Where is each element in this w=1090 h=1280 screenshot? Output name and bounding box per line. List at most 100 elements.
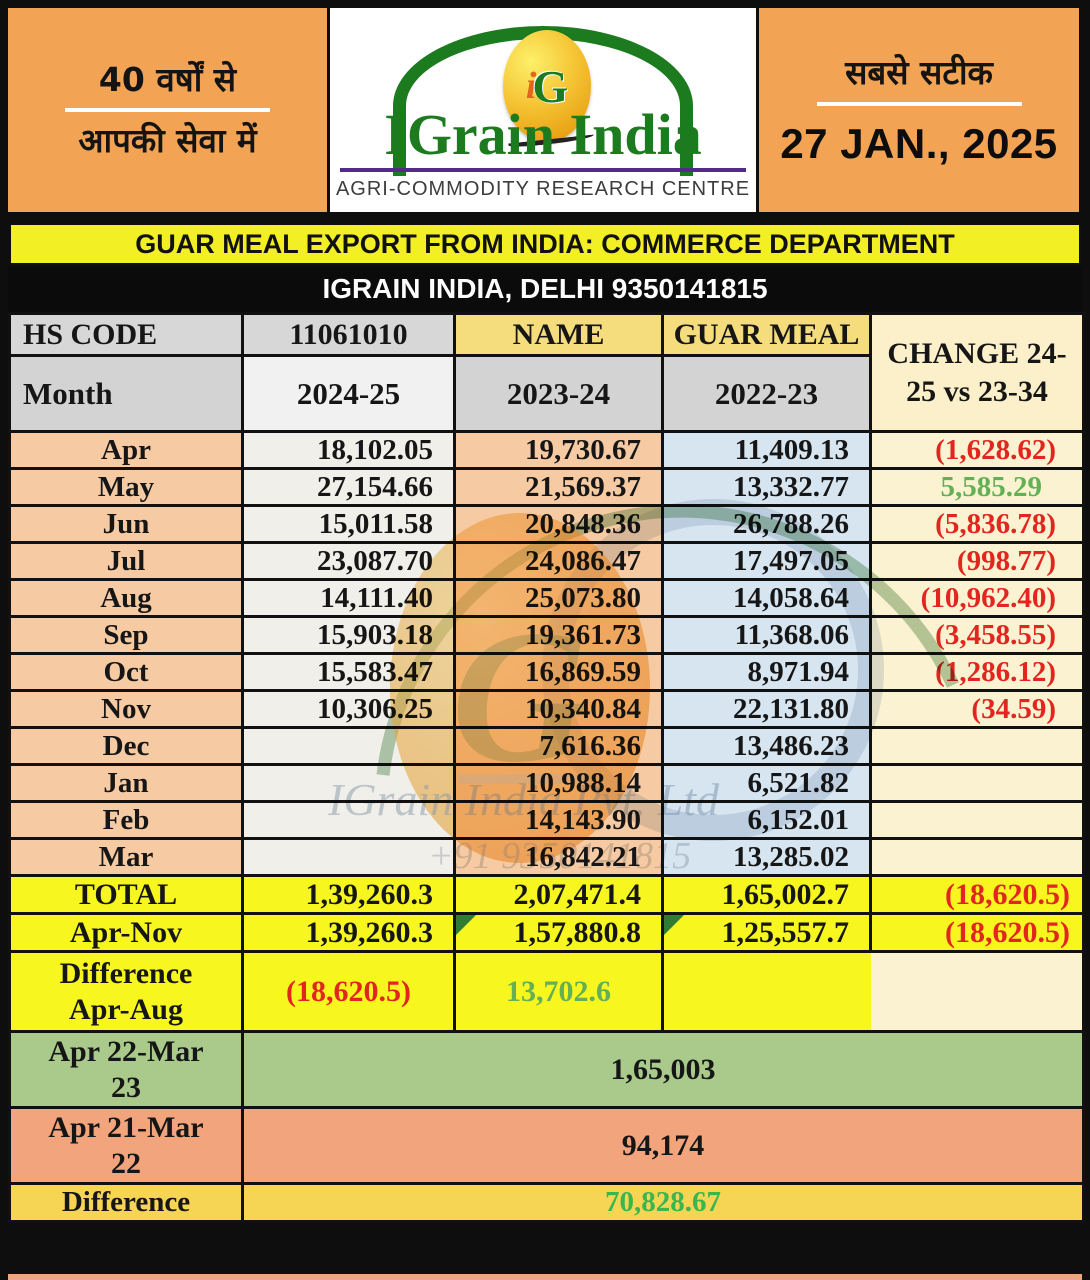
total-label: TOTAL — [8, 874, 244, 915]
logo-monogram-i: i — [525, 65, 537, 107]
month-cell: Mar — [8, 837, 244, 877]
value-2024-25: 15,903.18 — [241, 615, 456, 655]
change-value: (3,458.55) — [869, 615, 1085, 655]
value-2022-23: 13,332.77 — [661, 467, 872, 507]
year-2022-23-header: 2022-23 — [661, 354, 872, 433]
month-cell: Oct — [8, 652, 244, 692]
fy-2021-22-label: Apr 21-Mar 22 — [8, 1106, 244, 1185]
total-2023-24: 2,07,471.4 — [453, 874, 664, 915]
fy-difference-row: Difference 70,828.67 — [8, 1182, 1085, 1223]
difference-empty-cream-cell — [870, 950, 1085, 1033]
fy-2022-23-total-row: Apr 22-Mar 23 1,65,003 — [8, 1030, 1085, 1109]
change-value: (1,628.62) — [869, 430, 1085, 470]
fy-difference-label: Difference — [8, 1182, 244, 1223]
total-change: (18,620.5) — [869, 912, 1085, 953]
value-2022-23: 13,486.23 — [661, 726, 872, 766]
month-cell: Sep — [8, 615, 244, 655]
value-2024-25: 18,102.05 — [241, 430, 456, 470]
value-2022-23: 26,788.26 — [661, 504, 872, 544]
month-row: Mar 16,842.21 13,285.02 — [8, 837, 1085, 877]
change-value: 5,585.29 — [869, 467, 1085, 507]
value-2023-24: 10,988.14 — [453, 763, 664, 803]
difference-apr-aug-row: Difference Apr-Aug (18,620.5) 13,702.6 — [8, 950, 1085, 1033]
value-2024-25: 15,583.47 — [241, 652, 456, 692]
value-2022-23: 11,409.13 — [661, 430, 872, 470]
value-2022-23: 8,971.94 — [661, 652, 872, 692]
change-value: (1,286.12) — [869, 652, 1085, 692]
value-2023-24: 19,730.67 — [453, 430, 664, 470]
month-column-header: Month — [8, 354, 244, 433]
month-row: Sep 15,903.18 19,361.73 11,368.06 (3,458.55) — [8, 615, 1085, 655]
month-cell: Nov — [8, 689, 244, 729]
month-row: Nov 10,306.25 10,340.84 22,131.80 (34.59) — [8, 689, 1085, 729]
report-date: 27 JAN., 2025 — [780, 119, 1058, 167]
total-2023-24: 1,57,880.8 — [453, 912, 664, 953]
value-2023-24: 24,086.47 — [453, 541, 664, 581]
value-2023-24: 16,842.21 — [453, 837, 664, 877]
total-row: TOTAL 1,39,260.3 2,07,471.4 1,65,002.7 (18,6… — [8, 874, 1085, 915]
tagline-divider — [65, 108, 270, 112]
change-value: (10,962.40) — [869, 578, 1085, 618]
fy-2021-22-value: 94,174 — [241, 1106, 1085, 1185]
change-value — [869, 726, 1085, 766]
month-cell: Feb — [8, 800, 244, 840]
total-2024-25: 1,39,260.3 — [241, 912, 456, 953]
report-title: GUAR MEAL EXPORT FROM INDIA: COMMERCE DE… — [8, 222, 1082, 266]
value-2024-25: 10,306.25 — [241, 689, 456, 729]
name-label: NAME — [453, 312, 664, 357]
month-row: Aug 14,111.40 25,073.80 14,058.64 (10,962.40… — [8, 578, 1085, 618]
month-row: May 27,154.66 21,569.37 13,332.77 5,585.29 — [8, 467, 1085, 507]
tagline-line1: 40 वर्षों से — [98, 59, 237, 99]
name-value: GUAR MEAL — [661, 312, 872, 357]
total-change: (18,620.5) — [869, 874, 1085, 915]
month-cell: Aug — [8, 578, 244, 618]
change-value — [869, 800, 1085, 840]
table-header-row-1: HS CODE 11061010 NAME GUAR MEAL CHANGE 2… — [8, 312, 1085, 433]
month-row: Apr 18,102.05 19,730.67 11,409.13 (1,628.62) — [8, 430, 1085, 470]
value-2023-24: 16,869.59 — [453, 652, 664, 692]
change-value: (998.77) — [869, 541, 1085, 581]
hs-code-label: HS CODE — [8, 312, 244, 357]
total-row: Apr-Nov 1,39,260.3 1,57,880.8 1,25,557.7 (18… — [8, 912, 1085, 953]
difference-empty-cell — [661, 950, 871, 1033]
export-table: HS CODE 11061010 NAME GUAR MEAL CHANGE 2… — [8, 312, 1085, 1223]
value-2024-25 — [241, 800, 456, 840]
fy-2022-23-label: Apr 22-Mar 23 — [8, 1030, 244, 1109]
header-banner: 40 वर्षों से आपकी सेवा में i G IGrain In… — [8, 8, 1082, 212]
fy-2021-22-total-row: Apr 21-Mar 22 94,174 — [8, 1106, 1085, 1185]
value-2022-23: 14,058.64 — [661, 578, 872, 618]
difference-2324-value: 13,702.6 — [453, 950, 664, 1033]
month-cell: Jan — [8, 763, 244, 803]
tagline-line2: आपकी सेवा में — [78, 121, 257, 160]
month-row: Oct 15,583.47 16,869.59 8,971.94 (1,286.12) — [8, 652, 1085, 692]
total-label: Apr-Nov — [8, 912, 244, 953]
value-2024-25: 23,087.70 — [241, 541, 456, 581]
month-cell: May — [8, 467, 244, 507]
fy-2022-23-value: 1,65,003 — [241, 1030, 1085, 1109]
change-value: (34.59) — [869, 689, 1085, 729]
date-divider — [816, 101, 1022, 106]
difference-apr-aug-label: Difference Apr-Aug — [8, 950, 244, 1033]
hs-code-value: 11061010 — [241, 312, 456, 357]
value-2022-23: 11,368.06 — [661, 615, 872, 655]
change-column-header: CHANGE 24-25 vs 23-34 — [869, 312, 1085, 433]
brand-logo: i G IGrain India AGRI-COMMODITY RESEARCH… — [330, 8, 756, 212]
value-2023-24: 10,340.84 — [453, 689, 664, 729]
month-row: Jan 10,988.14 6,521.82 — [8, 763, 1085, 803]
value-2022-23: 22,131.80 — [661, 689, 872, 729]
value-2022-23: 6,521.82 — [661, 763, 872, 803]
brand-name: IGrain India — [384, 102, 702, 167]
contact-banner: IGRAIN INDIA, DELHI 9350141815 — [8, 266, 1082, 312]
total-2024-25: 1,39,260.3 — [241, 874, 456, 915]
year-2024-25-header: 2024-25 — [241, 354, 456, 433]
value-2023-24: 19,361.73 — [453, 615, 664, 655]
table-header-row-2: Month 2024-25 2023-24 2022-23 — [8, 354, 1084, 433]
year-2023-24-header: 2023-24 — [453, 354, 664, 433]
month-row: Feb 14,143.90 6,152.01 — [8, 800, 1085, 840]
value-2023-24: 21,569.37 — [453, 467, 664, 507]
brand-caption: AGRI-COMMODITY RESEARCH CENTRE — [335, 178, 751, 200]
month-cell: Jun — [8, 504, 244, 544]
month-rows: Apr 18,102.05 19,730.67 11,409.13 (1,628.62)… — [8, 430, 1085, 877]
value-2023-24: 14,143.90 — [453, 800, 664, 840]
